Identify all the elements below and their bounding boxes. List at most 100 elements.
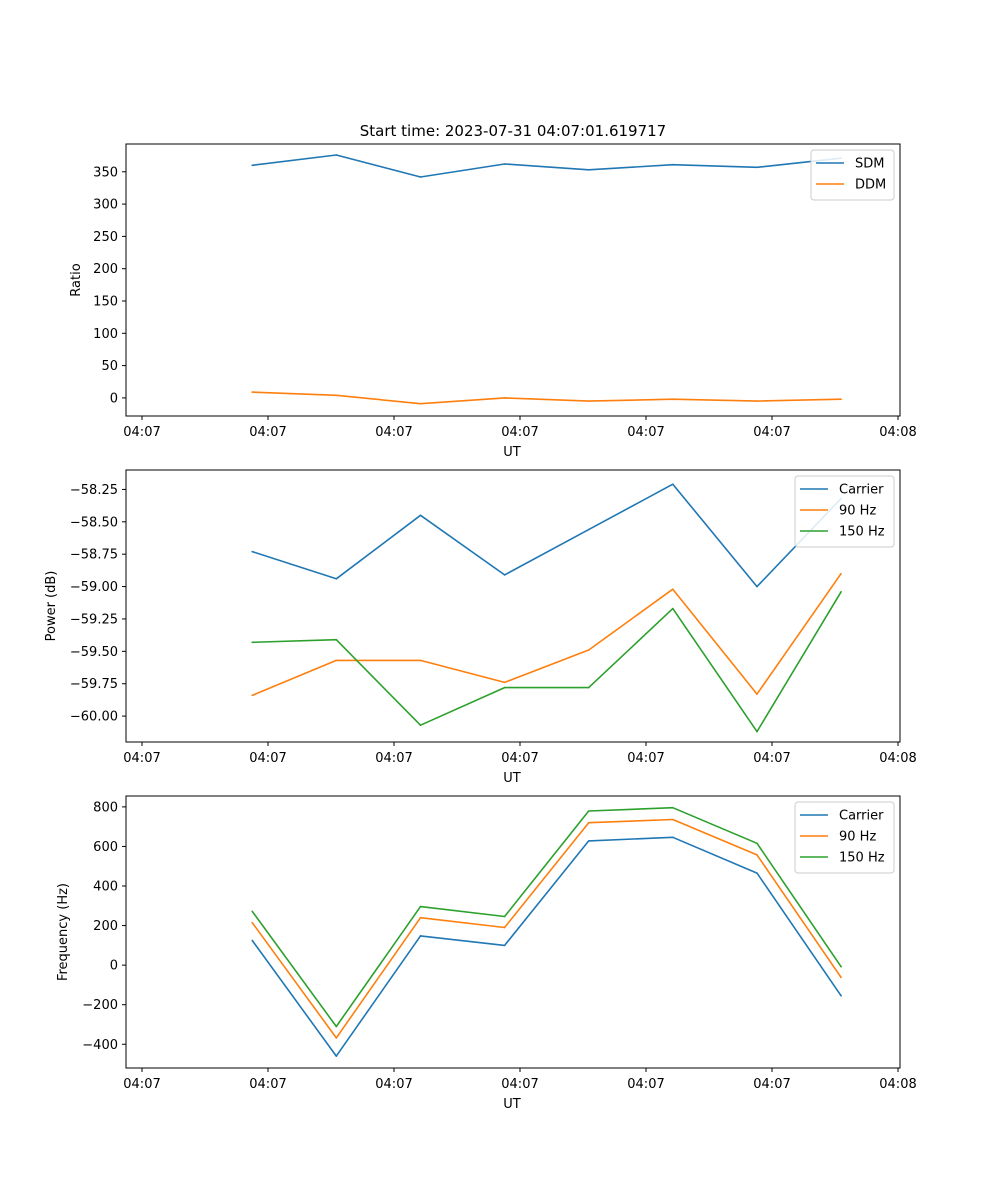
x-tick-label: 04:07: [123, 425, 160, 440]
series-line-90-hz: [251, 818, 842, 1039]
x-tick-label: 04:08: [879, 425, 916, 440]
x-axis-label: UT: [503, 1097, 521, 1112]
data-point: [840, 398, 842, 401]
y-tick-label: 200: [93, 262, 118, 277]
y-tick-label: 150: [93, 294, 118, 309]
x-tick-label: 04:07: [627, 425, 664, 440]
legend: SDM DDM: [810, 149, 895, 201]
legend-label: SDM: [855, 157, 884, 172]
y-axis-label: Frequency (Hz): [56, 883, 71, 981]
series-line-90-hz: [251, 573, 842, 697]
data-point: [672, 806, 674, 809]
data-point: [756, 166, 758, 169]
data-point: [335, 638, 338, 641]
data-point: [419, 402, 422, 405]
data-point: [251, 550, 253, 553]
x-tick-label: 04:07: [501, 425, 538, 440]
data-point: [335, 659, 338, 662]
x-tick-label: 04:08: [879, 751, 916, 766]
y-tick-label: −58.50: [70, 515, 118, 530]
data-point: [756, 730, 758, 733]
data-point: [335, 1055, 338, 1057]
x-tick-label: 04:07: [375, 1077, 412, 1092]
legend-box: [794, 475, 895, 548]
data-point: [335, 578, 338, 580]
data-point: [587, 821, 590, 824]
data-point: [587, 169, 590, 171]
data-point: [672, 163, 674, 166]
data-point: [503, 926, 506, 929]
data-point: [840, 976, 842, 979]
data-point: [672, 588, 674, 590]
y-tick-label: −400: [82, 1038, 118, 1053]
data-point: [251, 694, 253, 697]
x-tick-label: 04:07: [375, 425, 412, 440]
data-point: [419, 724, 422, 726]
data-point: [251, 921, 253, 924]
data-point: [840, 590, 842, 593]
y-axis-label: Power (dB): [44, 571, 59, 642]
data-point: [756, 585, 758, 588]
legend-label: 90 Hz: [839, 504, 876, 519]
data-point: [419, 659, 422, 662]
x-tick-label: 04:07: [501, 751, 538, 766]
data-point: [251, 164, 253, 167]
data-point: [503, 681, 506, 684]
data-point: [503, 574, 506, 576]
y-tick-label: 400: [93, 880, 118, 895]
y-tick-label: 350: [93, 165, 118, 180]
axes-frame: [125, 469, 901, 743]
data-point: [251, 939, 253, 942]
x-tick-label: 04:07: [123, 1077, 160, 1092]
data-point: [251, 641, 253, 644]
data-point: [587, 810, 590, 812]
y-tick-label: −58.75: [70, 548, 118, 563]
x-tick-label: 04:07: [753, 751, 790, 766]
y-tick-label: −59.50: [70, 645, 118, 660]
legend: Carrier 90 Hz 150 Hz: [794, 475, 895, 548]
y-tick-label: −58.25: [70, 483, 118, 498]
data-point: [587, 686, 590, 689]
data-point: [419, 905, 422, 908]
data-point: [756, 842, 758, 845]
legend-label: 150 Hz: [839, 851, 885, 866]
y-tick-label: −200: [82, 998, 118, 1013]
y-tick-label: 200: [93, 919, 118, 934]
data-point: [503, 397, 506, 399]
y-tick-label: 0: [110, 391, 118, 406]
legend-label: Carrier: [839, 809, 884, 824]
data-point: [756, 400, 758, 402]
data-point: [503, 163, 506, 165]
y-tick-label: 0: [110, 959, 118, 974]
data-point: [503, 915, 506, 918]
legend: Carrier 90 Hz 150 Hz: [794, 801, 895, 874]
data-point: [672, 607, 674, 610]
legend-label: DDM: [855, 178, 886, 193]
data-point: [756, 693, 758, 695]
data-point: [335, 394, 338, 397]
data-point: [756, 854, 758, 856]
data-point: [503, 686, 506, 689]
x-tick-label: 04:07: [249, 1077, 286, 1092]
data-point: [587, 840, 590, 842]
y-tick-label: 100: [93, 327, 118, 342]
data-point: [672, 818, 674, 821]
x-tick-label: 04:07: [375, 751, 412, 766]
series-line-150-hz: [251, 806, 842, 1028]
data-point: [672, 836, 674, 839]
data-point: [840, 572, 842, 575]
y-tick-label: 600: [93, 840, 118, 855]
data-point: [335, 1037, 338, 1039]
data-point: [251, 391, 253, 393]
y-axis-label: Ratio: [69, 263, 84, 296]
x-tick-label: 04:07: [627, 751, 664, 766]
data-point: [419, 935, 422, 937]
axes-frame: [125, 795, 901, 1069]
x-axis-label: UT: [503, 771, 521, 786]
series-line-sdm: [252, 154, 842, 178]
y-tick-label: −59.75: [70, 677, 118, 692]
data-point: [587, 400, 590, 402]
legend-label: 90 Hz: [839, 830, 876, 845]
chart-panel-2: 04:07 04:07 04:07 04:07 04:07 04:07 04:08 −58.2…: [44, 469, 917, 786]
